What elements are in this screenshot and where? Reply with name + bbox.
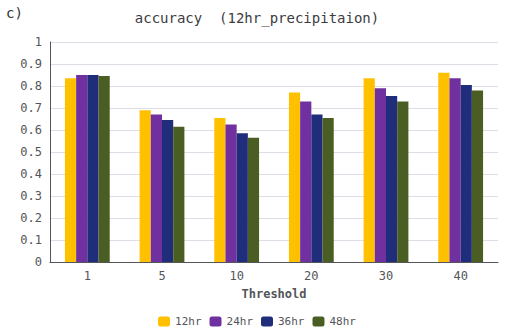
svg-text:1: 1 <box>35 35 42 49</box>
svg-text:10: 10 <box>229 269 243 283</box>
svg-text:0.1: 0.1 <box>20 233 42 247</box>
svg-text:0.5: 0.5 <box>20 145 42 159</box>
svg-text:0.3: 0.3 <box>20 189 42 203</box>
svg-text:0: 0 <box>35 255 42 269</box>
svg-text:c): c) <box>6 5 23 21</box>
svg-text:30: 30 <box>379 269 393 283</box>
svg-text:0.7: 0.7 <box>20 101 42 115</box>
svg-text:0.2: 0.2 <box>20 211 42 225</box>
svg-text:0.6: 0.6 <box>20 123 42 137</box>
svg-text:1: 1 <box>84 269 91 283</box>
svg-text:12hr: 12hr <box>175 315 202 328</box>
svg-text:Threshold: Threshold <box>241 287 306 301</box>
svg-text:0.8: 0.8 <box>20 79 42 93</box>
svg-text:0.9: 0.9 <box>20 57 42 71</box>
svg-text:24hr: 24hr <box>227 315 254 328</box>
svg-text:48hr: 48hr <box>329 315 356 328</box>
svg-text:0.4: 0.4 <box>20 167 42 181</box>
svg-text:40: 40 <box>453 269 467 283</box>
svg-text:accuracy (12hr_precipitaion): accuracy (12hr_precipitaion) <box>135 10 379 27</box>
svg-text:5: 5 <box>158 269 165 283</box>
svg-text:20: 20 <box>304 269 318 283</box>
svg-text:36hr: 36hr <box>278 315 305 328</box>
